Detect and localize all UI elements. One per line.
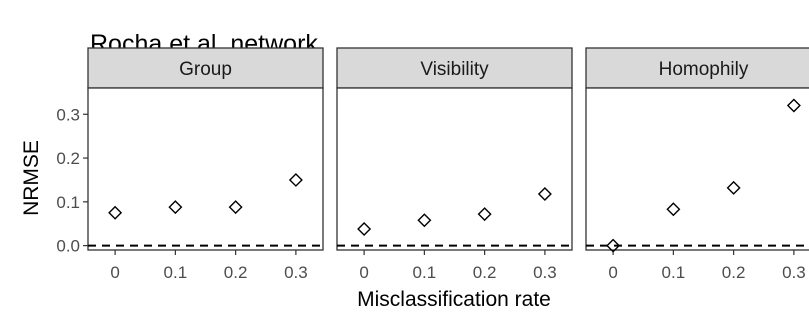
x-tick-label: 0.3 bbox=[284, 263, 308, 282]
facet-strip-label: Group bbox=[179, 59, 232, 80]
x-axis-title: Misclassification rate bbox=[357, 288, 551, 311]
y-tick-label: 0.1 bbox=[56, 193, 80, 212]
data-point bbox=[288, 172, 303, 187]
facet-strip bbox=[336, 47, 573, 89]
x-tick-label: 0.3 bbox=[782, 263, 806, 282]
x-tick-label: 0.2 bbox=[473, 263, 497, 282]
y-tick-label: 0.2 bbox=[56, 149, 80, 168]
facet-strip-label: Homophily bbox=[659, 59, 749, 80]
data-point bbox=[228, 200, 243, 215]
facet-panel-visibility: Visibility 0 0.1 0.2 0.3 bbox=[336, 47, 573, 282]
y-axis-title: NRMSE bbox=[20, 140, 43, 216]
x-tick-label: 0.2 bbox=[722, 263, 746, 282]
y-tick-label: 0.3 bbox=[56, 105, 80, 124]
data-point bbox=[537, 186, 552, 201]
x-tick-label: 0.2 bbox=[224, 263, 248, 282]
data-point bbox=[357, 221, 372, 236]
facet-strip-label: Visibility bbox=[420, 59, 489, 80]
data-point bbox=[786, 98, 801, 113]
plot-area bbox=[585, 87, 809, 251]
x-tick-label: 0.1 bbox=[164, 263, 188, 282]
data-point bbox=[477, 207, 492, 222]
plot-area bbox=[87, 87, 324, 251]
data-point bbox=[606, 238, 621, 253]
facet-panel-homophily: Homophily 0 0.1 0.2 0.3 bbox=[585, 47, 809, 282]
plot-area bbox=[336, 87, 573, 251]
x-tick-label: 0 bbox=[608, 263, 617, 282]
x-tick-label: 0 bbox=[110, 263, 119, 282]
facet-strip bbox=[585, 47, 809, 89]
x-tick-label: 0.3 bbox=[533, 263, 557, 282]
data-point bbox=[417, 213, 432, 228]
data-point bbox=[108, 205, 123, 220]
x-tick-label: 0 bbox=[359, 263, 368, 282]
y-tick-label: 0.0 bbox=[56, 237, 80, 256]
facet-strip bbox=[87, 47, 324, 89]
data-point bbox=[726, 180, 741, 195]
data-point bbox=[168, 200, 183, 215]
x-tick-label: 0.1 bbox=[662, 263, 686, 282]
data-point bbox=[666, 202, 681, 217]
facet-panel-group: Group 0 0.1 0.2 0.3 0.0 0.1 0.2 0.3 bbox=[56, 47, 324, 282]
x-tick-label: 0.1 bbox=[413, 263, 437, 282]
